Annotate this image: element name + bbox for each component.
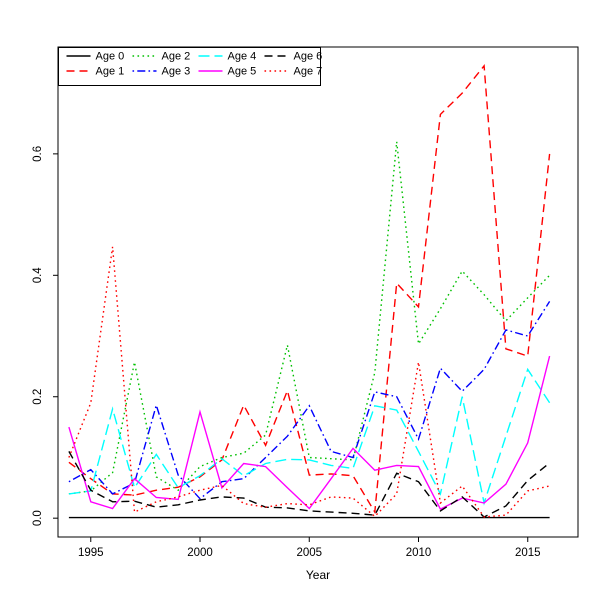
series-line-age-3 <box>68 301 551 500</box>
series-line-age-7 <box>68 246 550 518</box>
legend-label-age-6: Age 6 <box>294 51 323 63</box>
legend-label-age-3: Age 3 <box>162 66 191 78</box>
y-axis-tick-label: 0.0 <box>32 510 44 526</box>
x-axis-title: Year <box>306 568 330 582</box>
y-axis-tick-label: 0.2 <box>32 389 44 405</box>
x-axis-tick-label: 2000 <box>187 547 213 559</box>
y-axis-tick-label: 0.4 <box>32 267 44 284</box>
x-axis-tick-label: 2005 <box>296 547 322 559</box>
series-line-age-1 <box>68 63 551 515</box>
y-axis-tick-label: 0.6 <box>32 146 44 162</box>
legend-label-age-7: Age 7 <box>294 66 323 78</box>
legend-box <box>58 47 321 86</box>
series-line-age-5 <box>68 355 551 511</box>
legend-label-age-4: Age 4 <box>228 51 257 63</box>
legend-label-age-0: Age 0 <box>96 51 125 63</box>
legend-label-age-5: Age 5 <box>228 66 257 78</box>
x-axis-tick-label: 1995 <box>78 547 104 559</box>
x-axis-tick-label: 2010 <box>406 547 432 559</box>
legend-label-age-2: Age 2 <box>162 51 191 63</box>
series-line-age-4 <box>68 367 551 506</box>
legend-label-age-1: Age 1 <box>96 66 125 78</box>
x-axis-tick-label: 2015 <box>515 547 541 559</box>
series-line-age-2 <box>68 141 551 495</box>
plot-box <box>57 46 579 538</box>
series-line-age-6 <box>68 451 551 518</box>
